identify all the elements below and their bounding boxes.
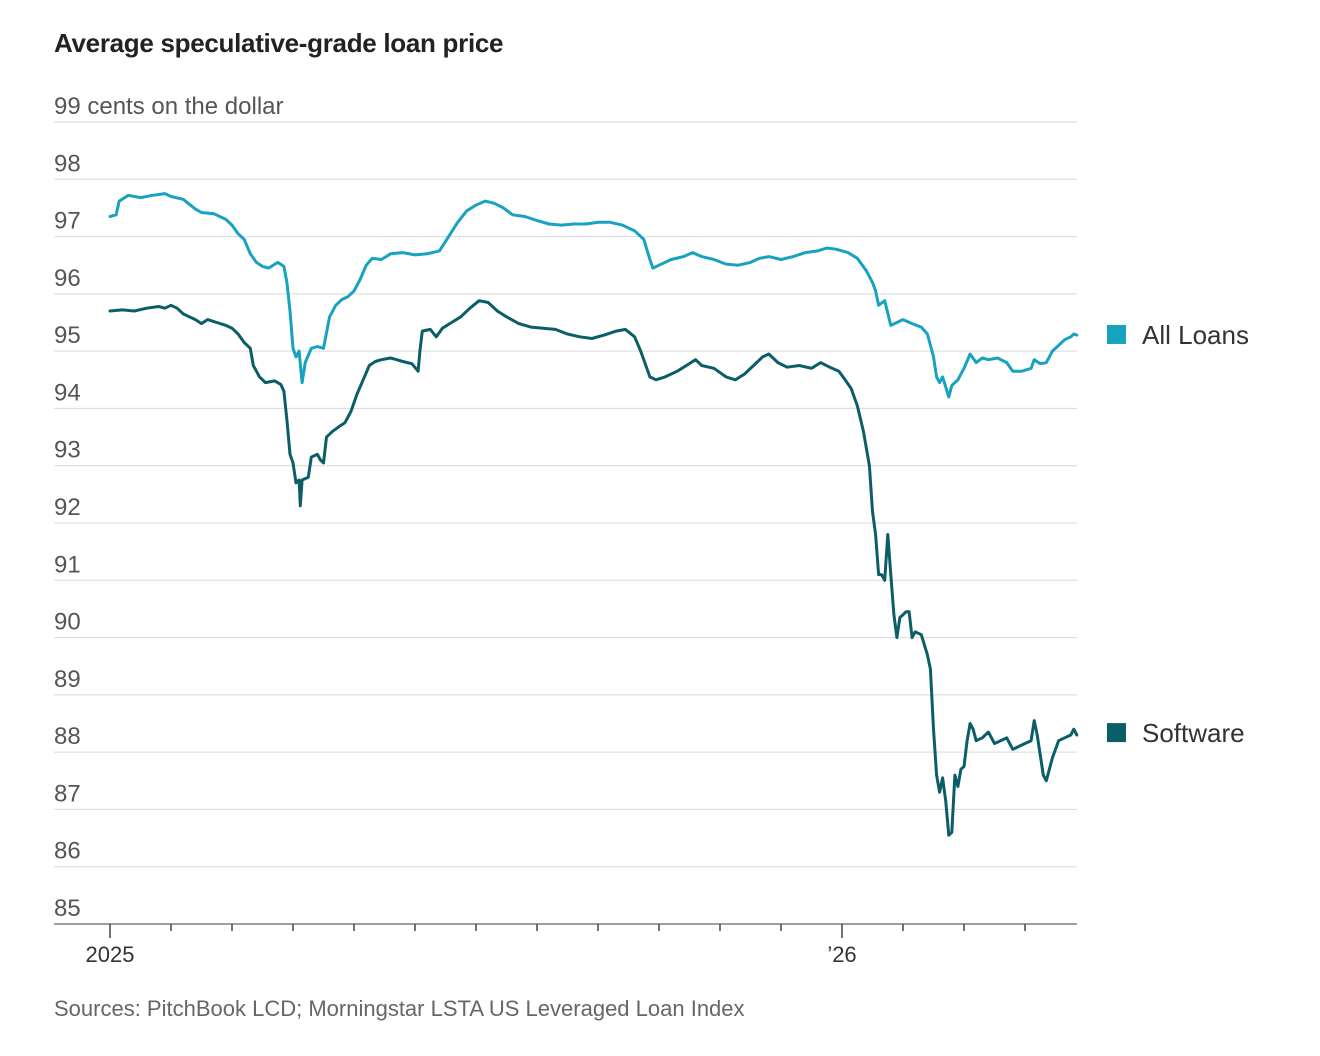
y-tick-label: 96	[54, 265, 81, 292]
x-tick-label: ’26	[827, 942, 856, 967]
y-tick-label: 89	[54, 666, 81, 693]
x-axis: 2025 ’26	[86, 924, 1026, 967]
y-tick-label: 88	[54, 723, 81, 750]
legend: All Loans Software	[1107, 320, 1249, 748]
y-tick-label: 98	[54, 150, 81, 177]
legend-swatch-software	[1107, 723, 1126, 743]
series-line-all-loans	[108, 192, 1079, 399]
legend-label-all-loans: All Loans	[1142, 320, 1249, 350]
y-tick-label: 92	[54, 494, 81, 521]
y-tick-label: 95	[54, 322, 81, 349]
x-tick-label: 2025	[86, 942, 135, 967]
series-line-software	[108, 299, 1079, 837]
legend-label-software: Software	[1142, 718, 1245, 748]
y-axis-labels: 99 cents on the dollar 98 97 96 95 94 93 92 91 90…	[54, 93, 284, 922]
y-tick-label: 94	[54, 379, 81, 406]
y-tick-label: 97	[54, 208, 81, 235]
legend-swatch-all-loans	[1107, 324, 1126, 344]
chart-title: Average speculative-grade loan price	[54, 28, 504, 58]
y-tick-label: 91	[54, 551, 81, 578]
y-tick-label: 90	[54, 609, 81, 636]
y-tick-label: 93	[54, 437, 81, 464]
y-tick-label: 99 cents on the dollar	[54, 93, 284, 120]
series-lines	[108, 192, 1079, 837]
y-tick-label: 85	[54, 895, 81, 922]
y-tick-label: 86	[54, 838, 81, 865]
grid-lines	[54, 121, 1077, 925]
source-note: Sources: PitchBook LCD; Morningstar LSTA…	[54, 996, 745, 1021]
y-tick-label: 87	[54, 780, 81, 807]
